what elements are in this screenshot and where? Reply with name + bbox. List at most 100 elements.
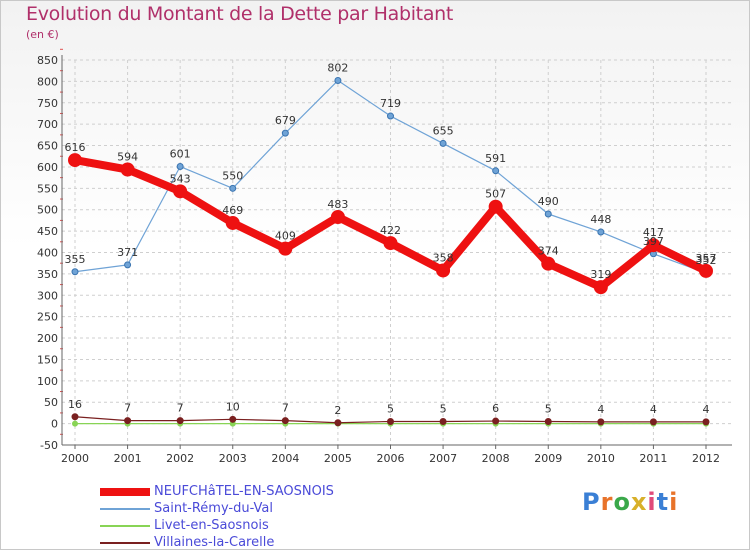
y-tick-label: 700 <box>37 118 58 131</box>
data-label: 490 <box>538 195 559 208</box>
data-point <box>229 184 237 192</box>
data-point <box>281 417 289 425</box>
y-tick-label: 850 <box>37 54 58 67</box>
data-label: 601 <box>170 148 191 161</box>
data-point <box>334 77 342 85</box>
data-label: 2 <box>334 404 341 417</box>
data-label: 655 <box>433 124 454 137</box>
data-point <box>593 280 608 295</box>
x-tick-label: 2009 <box>534 452 562 465</box>
logo-letter: i <box>669 488 679 516</box>
data-label: 374 <box>538 245 559 258</box>
data-point <box>699 263 713 278</box>
data-point <box>176 417 184 425</box>
data-label: 4 <box>597 403 604 416</box>
y-tick-label: 450 <box>37 225 58 238</box>
legend-item: Villaines-la-Carelle <box>100 535 274 550</box>
legend-swatch <box>100 487 150 496</box>
logo-letter: P <box>582 488 601 516</box>
data-label: 719 <box>380 97 401 110</box>
data-point <box>124 261 132 269</box>
data-label: 5 <box>545 402 552 415</box>
data-label: 357 <box>696 252 717 265</box>
unit-label: (en €) <box>26 28 59 41</box>
legend-item: NEUFCHâTEL-EN-SAOSNOIS <box>100 484 334 499</box>
data-label: 409 <box>275 230 296 243</box>
x-tick-label: 2001 <box>114 452 142 465</box>
data-label: 594 <box>117 151 138 164</box>
data-point <box>387 112 394 120</box>
data-label: 397 <box>643 235 664 248</box>
y-tick-label: 150 <box>37 353 58 366</box>
data-label: 371 <box>117 246 138 259</box>
logo-letter: x <box>630 488 648 516</box>
legend-label: Saint-Rémy-du-Val <box>154 501 274 516</box>
data-point <box>229 415 237 423</box>
x-tick-label: 2006 <box>377 452 405 465</box>
x-tick-label: 2012 <box>692 452 720 465</box>
x-tick-label: 2010 <box>587 452 615 465</box>
data-label: 352 <box>696 254 717 267</box>
data-point <box>72 420 78 427</box>
data-point <box>544 417 552 425</box>
y-tick-label: 550 <box>37 182 58 195</box>
data-label: 7 <box>282 402 289 415</box>
y-tick-label: 250 <box>37 311 58 324</box>
data-point <box>330 209 345 224</box>
legend-label: NEUFCHâTEL-EN-SAOSNOIS <box>154 484 334 499</box>
y-tick-label: 0 <box>51 418 58 431</box>
data-label: 483 <box>327 198 348 211</box>
data-label: 10 <box>226 400 240 413</box>
y-tick-label: 400 <box>37 247 58 260</box>
data-label: 4 <box>650 403 657 416</box>
data-point <box>492 167 500 175</box>
data-label: 448 <box>590 213 611 226</box>
y-tick-label: 300 <box>37 289 58 302</box>
data-point <box>439 417 447 425</box>
data-point <box>71 413 79 421</box>
data-point <box>68 153 82 168</box>
data-point <box>176 163 184 171</box>
data-label: 7 <box>124 402 131 415</box>
data-point <box>278 241 293 256</box>
data-point <box>492 417 500 425</box>
data-point <box>124 417 132 425</box>
y-tick-label: 50 <box>44 396 58 409</box>
x-tick-label: 2002 <box>166 452 194 465</box>
y-tick-label: 200 <box>37 332 58 345</box>
legend-label: Villaines-la-Carelle <box>154 535 275 550</box>
data-label: 358 <box>433 251 454 264</box>
data-point <box>541 256 556 271</box>
x-axis-ticks: 2000 2001 2002 2003 2004 2005 2006 2007 2008 2009… <box>61 452 720 465</box>
legend-swatch <box>100 507 150 510</box>
data-label: 422 <box>380 224 401 237</box>
y-tick-label: 350 <box>37 268 58 281</box>
data-label: 417 <box>643 226 664 239</box>
data-point <box>646 238 661 253</box>
x-tick-label: 2011 <box>639 452 667 465</box>
logo-letter: t <box>656 488 670 516</box>
grid-lines <box>62 59 732 446</box>
logo-letter: r <box>600 488 614 516</box>
data-label: 616 <box>65 141 86 154</box>
y-tick-label: 650 <box>37 140 58 153</box>
series-group <box>68 77 713 427</box>
data-point <box>702 418 710 426</box>
y-tick-label: -50 <box>40 439 58 452</box>
x-tick-label: 2003 <box>219 452 247 465</box>
data-label: 319 <box>590 268 611 281</box>
x-tick-label: 2004 <box>271 452 299 465</box>
logo-letter: o <box>613 488 631 516</box>
legend-swatch <box>100 541 150 544</box>
legend-swatch <box>100 524 150 527</box>
data-point <box>334 419 342 427</box>
y-tick-label: 800 <box>37 75 58 88</box>
data-label: 802 <box>327 62 348 75</box>
x-tick-label: 2008 <box>482 452 510 465</box>
axes <box>60 48 732 449</box>
data-point <box>436 263 451 278</box>
y-tick-label: 100 <box>37 375 58 388</box>
x-tick-label: 2000 <box>61 452 89 465</box>
